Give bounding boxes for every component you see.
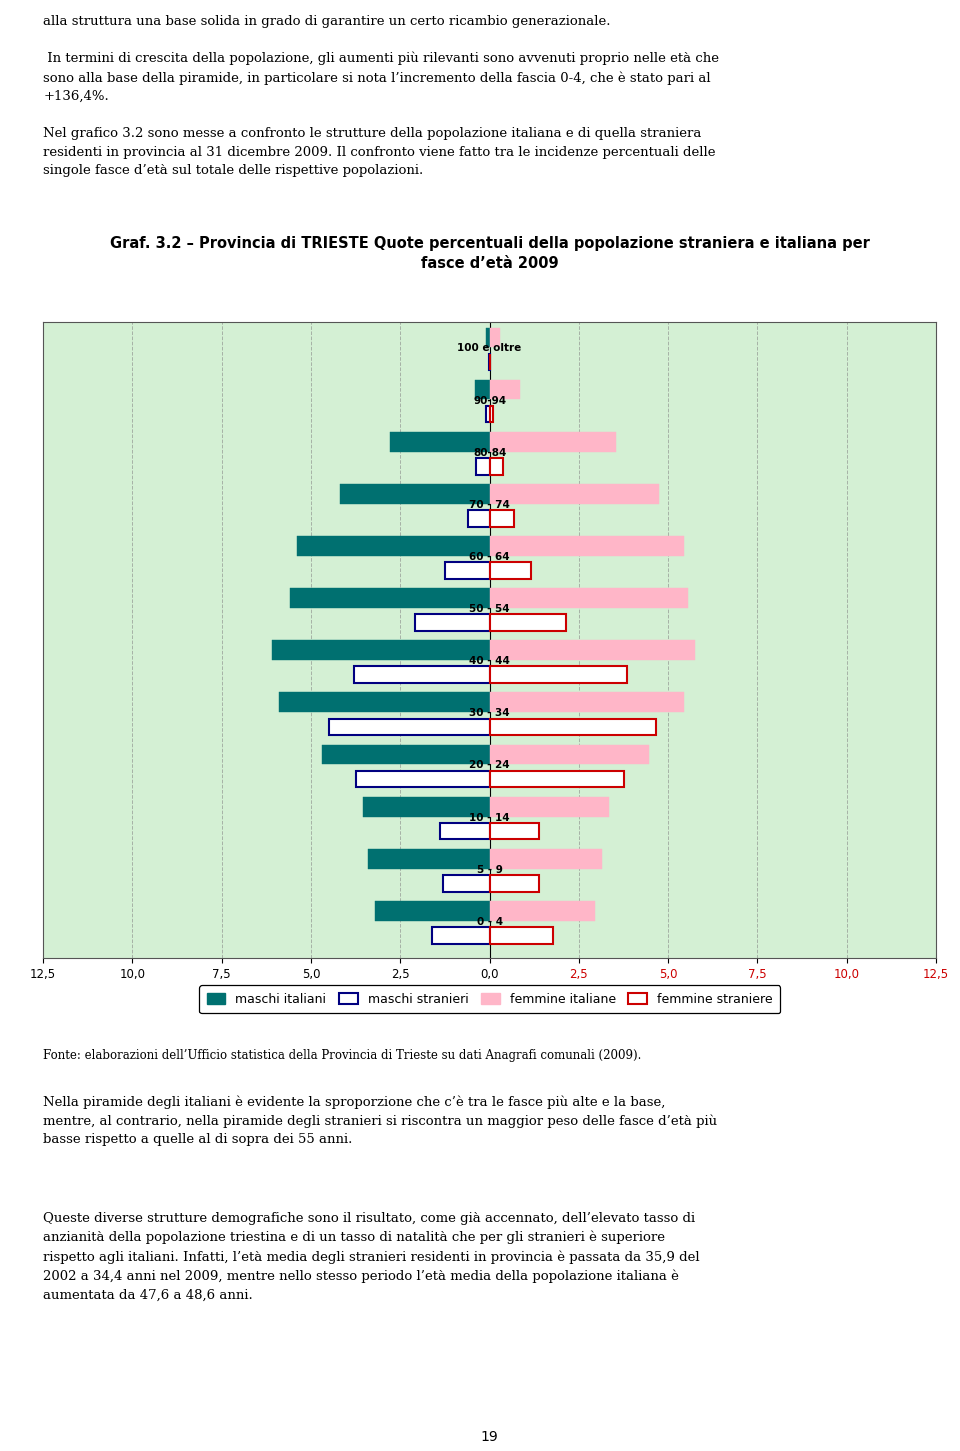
Bar xyxy=(444,562,490,579)
Bar xyxy=(490,640,695,660)
Bar xyxy=(490,406,493,422)
Bar xyxy=(490,744,649,765)
Bar xyxy=(490,562,531,579)
Bar xyxy=(340,485,490,503)
Bar xyxy=(354,666,490,683)
Bar xyxy=(432,927,490,943)
Bar xyxy=(490,823,539,840)
Bar xyxy=(363,797,490,817)
Text: 80-84: 80-84 xyxy=(473,448,506,457)
Text: 19: 19 xyxy=(481,1429,498,1444)
Text: 50 - 54: 50 - 54 xyxy=(469,604,510,614)
Legend: maschi italiani, maschi stranieri, femmine italiane, femmine straniere: maschi italiani, maschi stranieri, femmi… xyxy=(199,985,780,1013)
Text: 5 - 9: 5 - 9 xyxy=(477,865,502,875)
Bar xyxy=(490,875,539,891)
Bar xyxy=(444,875,490,891)
Text: 100 e oltre: 100 e oltre xyxy=(458,344,521,354)
Bar xyxy=(490,718,656,736)
Bar xyxy=(490,797,610,817)
Bar xyxy=(355,770,490,788)
Bar xyxy=(490,509,514,527)
Bar xyxy=(468,509,490,527)
Bar xyxy=(486,406,490,422)
Bar xyxy=(490,692,684,712)
Text: 60 - 64: 60 - 64 xyxy=(469,551,510,562)
Text: 40 - 44: 40 - 44 xyxy=(469,656,510,666)
Bar xyxy=(490,901,595,921)
Bar xyxy=(474,380,490,399)
Bar xyxy=(490,380,520,399)
Text: alla struttura una base solida in grado di garantire un certo ricambio generazio: alla struttura una base solida in grado … xyxy=(43,15,719,177)
Bar xyxy=(490,614,566,631)
Bar xyxy=(490,927,553,943)
Text: 10 - 14: 10 - 14 xyxy=(469,813,510,823)
Bar xyxy=(272,640,490,660)
Text: 20 - 24: 20 - 24 xyxy=(469,760,510,770)
Bar xyxy=(490,770,624,788)
Bar xyxy=(490,588,687,608)
Text: Nella piramide degli italiani è evidente la sproporzione che c’è tra le fasce pi: Nella piramide degli italiani è evidente… xyxy=(43,1096,717,1146)
Text: 0 - 4: 0 - 4 xyxy=(476,917,503,927)
Bar xyxy=(476,459,490,474)
Bar xyxy=(490,328,499,347)
Bar xyxy=(375,901,490,921)
Text: 30 - 34: 30 - 34 xyxy=(469,708,510,718)
Text: 90-94: 90-94 xyxy=(473,396,506,405)
Text: Fonte: elaborazioni dell’Ufficio statistica della Provincia di Trieste su dati A: Fonte: elaborazioni dell’Ufficio statist… xyxy=(43,1049,641,1062)
Bar xyxy=(297,535,490,556)
Bar xyxy=(279,692,490,712)
Bar xyxy=(322,744,490,765)
Bar xyxy=(486,328,490,347)
Bar xyxy=(369,849,490,869)
Text: Graf. 3.2 – Provincia di TRIESTE Quote percentuali della popolazione straniera e: Graf. 3.2 – Provincia di TRIESTE Quote p… xyxy=(109,237,870,271)
Bar xyxy=(415,614,490,631)
Bar xyxy=(290,588,490,608)
Bar xyxy=(490,459,503,474)
Bar xyxy=(440,823,490,840)
Text: 70 - 74: 70 - 74 xyxy=(469,499,510,509)
Bar xyxy=(490,666,627,683)
Bar xyxy=(390,432,490,451)
Bar xyxy=(490,432,616,451)
Text: Queste diverse strutture demografiche sono il risultato, come già accennato, del: Queste diverse strutture demografiche so… xyxy=(43,1212,700,1302)
Bar xyxy=(329,718,490,736)
Bar xyxy=(490,485,660,503)
Bar xyxy=(490,535,684,556)
Bar xyxy=(490,849,602,869)
